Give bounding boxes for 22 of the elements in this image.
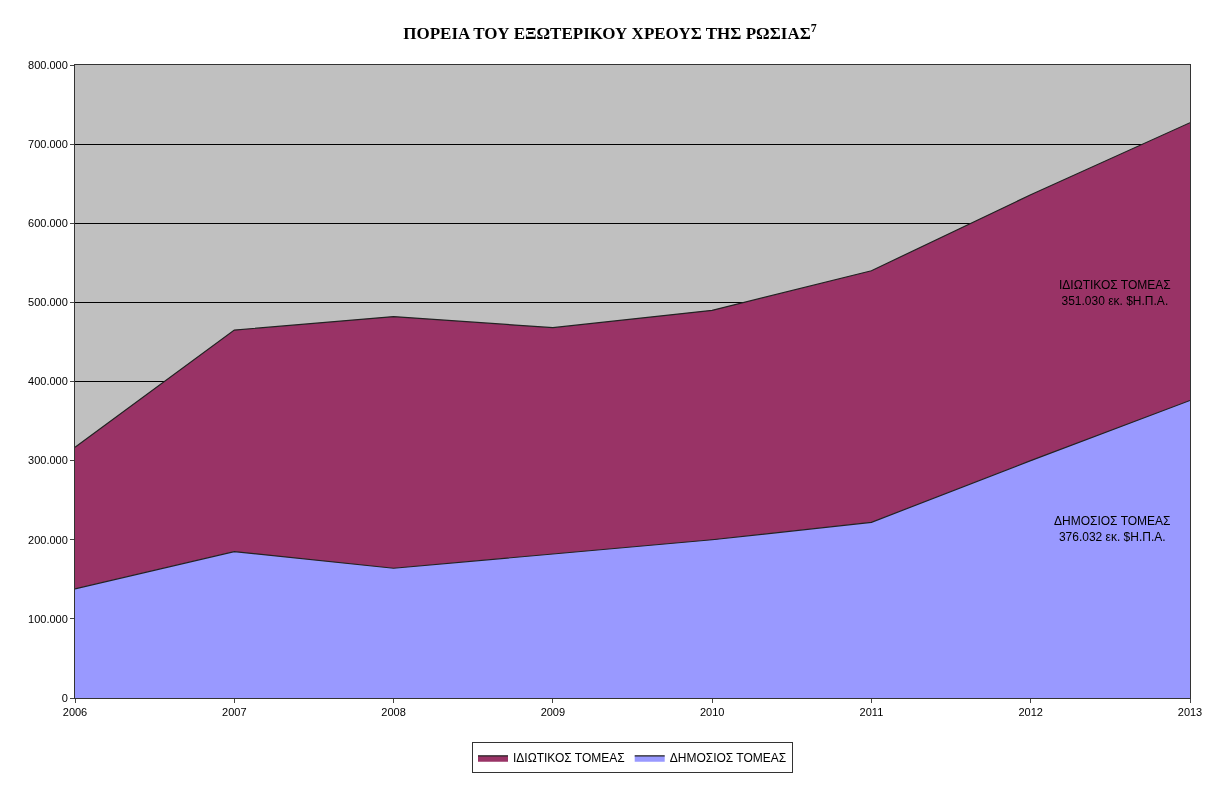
x-tick-label: 2010 bbox=[699, 706, 725, 719]
x-tick-label: 2008 bbox=[381, 706, 406, 719]
y-tick-label: 300.000 bbox=[28, 454, 68, 467]
x-tick-label: 2012 bbox=[1018, 706, 1043, 719]
legend-label: ΔΗΜΟΣΙΟΣ ΤΟΜΕΑΣ bbox=[669, 751, 787, 766]
y-tick-label: 0 bbox=[61, 691, 68, 704]
annotation: ΙΔΙΩΤΙΚΟΣ ΤΟΜΕΑΣ 351.030 εκ. $Η.Π.Α. bbox=[1059, 278, 1171, 308]
y-tick-label: 600.000 bbox=[28, 217, 68, 230]
y-tick-label: 400.000 bbox=[28, 375, 68, 388]
x-tick-label: 2006 bbox=[62, 706, 88, 719]
y-tick-label: 700.000 bbox=[28, 137, 68, 150]
y-tick-label: 500.000 bbox=[28, 296, 68, 309]
x-tick-label: 2011 bbox=[859, 706, 884, 719]
x-tick-label: 2013 bbox=[1177, 706, 1203, 719]
chart-title: ΠΟΡΕΙΑ ΤΟΥ ΕΞΩΤΕΡΙΚΟΥ ΧΡΕΟΥΣ ΤΗΣ ΡΩΣΙΑΣ$^{7}$ bbox=[403, 21, 817, 44]
y-tick-label: 200.000 bbox=[28, 533, 68, 546]
legend-label: ΙΔΙΩΤΙΚΟΣ ΤΟΜΕΑΣ bbox=[513, 751, 625, 766]
annotation: ΔΗΜΟΣΙΟΣ ΤΟΜΕΑΣ 376.032 εκ. $Η.Π.Α. bbox=[1054, 514, 1171, 544]
x-tick-label: 2009 bbox=[540, 706, 566, 719]
x-tick-label: 2007 bbox=[222, 706, 247, 719]
y-tick-label: 800.000 bbox=[28, 58, 68, 71]
y-tick-label: 100.000 bbox=[28, 612, 68, 625]
